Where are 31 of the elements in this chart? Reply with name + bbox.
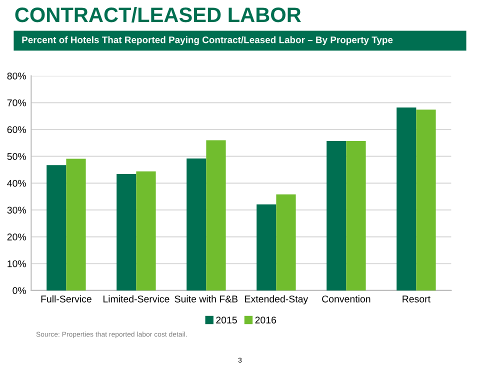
- x-tick-label: Limited-Service: [104, 295, 170, 302]
- y-tick-label: 80%: [7, 72, 26, 80]
- y-tick-label: 0%: [12, 287, 26, 294]
- bar: [326, 141, 346, 290]
- x-tick-label: Resort: [402, 296, 430, 302]
- chart-title: CONTRACT/LEASED LABOR: [15, 6, 301, 22]
- bar: [256, 204, 276, 290]
- bar: [396, 108, 416, 290]
- bar: [116, 174, 136, 290]
- bar: [46, 165, 66, 290]
- legend-label: 2016: [255, 316, 276, 324]
- bar: [206, 140, 226, 290]
- chart-subtitle: Percent of Hotels That Reported Paying Contract/Leased Labor – By Property Type: [22, 36, 393, 46]
- y-tick-label: 10%: [8, 260, 26, 268]
- x-tick-label: Convention: [322, 295, 370, 302]
- y-tick-label: 30%: [7, 206, 26, 214]
- bar: [346, 141, 366, 290]
- bar: [276, 194, 296, 290]
- x-tick-label: Full-Service: [41, 295, 92, 302]
- bar: [136, 171, 156, 290]
- bar: [186, 158, 206, 290]
- legend-label: 2015: [216, 316, 237, 324]
- y-tick-label: 20%: [7, 234, 26, 240]
- y-tick-label: 40%: [7, 180, 26, 187]
- y-tick-label: 50%: [7, 153, 26, 160]
- x-tick-label: Extended-Stay: [245, 295, 308, 304]
- x-tick-label: Suite with F&B: [174, 295, 238, 302]
- y-tick-label: 70%: [7, 99, 26, 106]
- bar: [416, 110, 436, 290]
- bar: [66, 158, 86, 290]
- y-tick-label: 60%: [7, 126, 26, 134]
